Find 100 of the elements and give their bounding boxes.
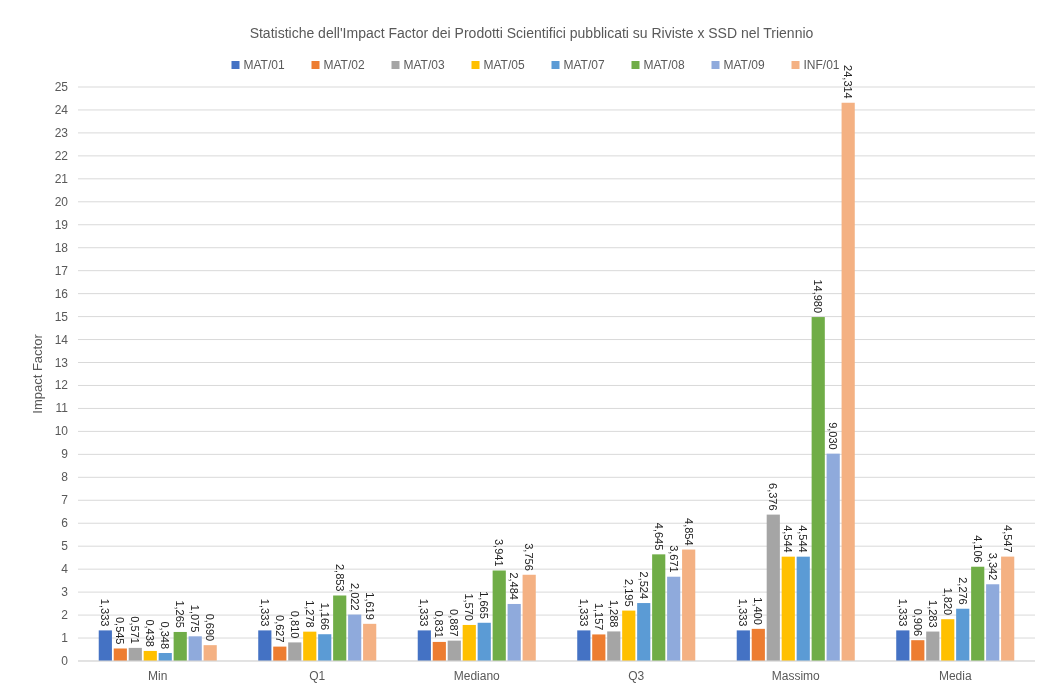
data-label: 9,030 [827, 422, 840, 450]
y-tick-label: 4 [61, 562, 69, 577]
data-label: 1,288 [607, 599, 620, 628]
data-label: 0,810 [288, 610, 301, 639]
data-label: 1,157 [592, 602, 605, 631]
y-tick-label: 6 [61, 516, 69, 531]
x-tick-label: Q1 [309, 669, 326, 683]
y-tick-label: 13 [54, 355, 69, 370]
data-label: 1,333 [258, 598, 271, 627]
legend-label: MAT/01 [243, 58, 285, 72]
bar [637, 603, 651, 661]
bar [1001, 556, 1015, 661]
bar [462, 624, 476, 661]
legend-label: INF/01 [803, 58, 840, 72]
y-tick-label: 23 [54, 125, 69, 140]
bar [826, 453, 840, 661]
bar [841, 102, 855, 661]
bar [318, 634, 332, 661]
y-tick-label: 19 [54, 217, 69, 232]
bar [926, 631, 940, 661]
data-label: 2,195 [622, 579, 635, 607]
chart-title: Statistiche dell'Impact Factor dei Prodotti Scientifici pubblicati su Riviste x SSD nel Triennio [249, 25, 814, 41]
bar [507, 603, 521, 661]
data-label: 3,941 [493, 538, 506, 567]
bar [971, 566, 985, 661]
bar [173, 631, 187, 661]
bar [577, 630, 591, 661]
bar [288, 642, 302, 661]
x-tick-label: Massimo [771, 669, 821, 683]
data-label: 1,265 [174, 600, 187, 628]
y-tick-label: 12 [54, 378, 69, 393]
data-label: 1,283 [926, 600, 939, 628]
data-label: 3,342 [986, 552, 999, 581]
data-label: 0,348 [159, 621, 172, 650]
data-label: 4,854 [682, 518, 695, 546]
bar [956, 608, 970, 661]
y-tick-label: 2 [61, 608, 69, 623]
bar [607, 631, 621, 661]
data-label: 1,570 [463, 593, 476, 621]
bar [941, 619, 955, 661]
y-tick-label: 24 [54, 102, 69, 117]
data-label: 4,544 [797, 525, 810, 553]
data-label: 0,545 [114, 616, 127, 645]
x-tick-label: Min [148, 669, 168, 683]
bar [128, 647, 142, 661]
data-label: 1,665 [478, 591, 491, 619]
data-label: 6,376 [767, 483, 780, 511]
y-tick-label: 7 [61, 493, 69, 508]
bar [113, 648, 127, 661]
y-tick-label: 15 [54, 309, 69, 324]
bar [986, 584, 1000, 661]
x-tick-label: Q3 [628, 669, 645, 683]
bar [736, 630, 750, 661]
data-label: 1,333 [896, 598, 909, 627]
bar [348, 614, 362, 661]
y-tick-label: 16 [54, 286, 69, 301]
bar [766, 514, 780, 661]
data-label: 1,075 [189, 604, 202, 633]
bar [751, 628, 765, 661]
bar [432, 641, 446, 661]
y-tick-label: 5 [61, 539, 69, 554]
bar [447, 640, 461, 661]
data-label: 2,524 [637, 571, 650, 600]
y-tick-label: 1 [61, 631, 69, 646]
bar [781, 556, 795, 661]
data-label: 3,671 [667, 545, 680, 573]
bar [896, 630, 910, 661]
bar [98, 630, 112, 661]
bar [522, 574, 536, 661]
data-label: 4,106 [971, 535, 984, 563]
y-tick-label: 10 [54, 424, 69, 439]
legend-label: MAT/09 [723, 58, 765, 72]
bar [667, 576, 681, 661]
y-tick-label: 3 [61, 585, 69, 600]
y-tick-label: 8 [61, 470, 69, 485]
bar [303, 631, 317, 661]
data-label: 1,333 [737, 598, 750, 627]
y-tick-label: 22 [54, 148, 69, 163]
data-label: 4,645 [652, 522, 665, 551]
y-tick-label: 21 [54, 171, 69, 186]
data-label: 0,438 [144, 619, 157, 647]
data-label: 1,820 [941, 587, 954, 616]
data-label: 1,166 [318, 602, 331, 631]
data-label: 14,980 [812, 279, 825, 314]
y-tick-label: 25 [54, 80, 69, 94]
x-tick-label: Mediano [453, 669, 501, 683]
data-label: 1,333 [99, 598, 112, 627]
bar [492, 570, 506, 661]
data-label: 0,831 [433, 610, 446, 638]
bar [682, 549, 696, 661]
legend-label: MAT/02 [323, 58, 365, 72]
data-label: 0,906 [911, 608, 924, 637]
bar [592, 634, 606, 661]
y-axis-title: Impact Factor [30, 333, 45, 414]
data-label: 4,544 [782, 525, 795, 553]
legend-label: MAT/07 [563, 58, 605, 72]
bar [477, 622, 491, 661]
y-tick-label: 0 [61, 654, 69, 668]
data-label: 2,276 [956, 577, 969, 605]
data-label: 1,619 [363, 592, 376, 620]
